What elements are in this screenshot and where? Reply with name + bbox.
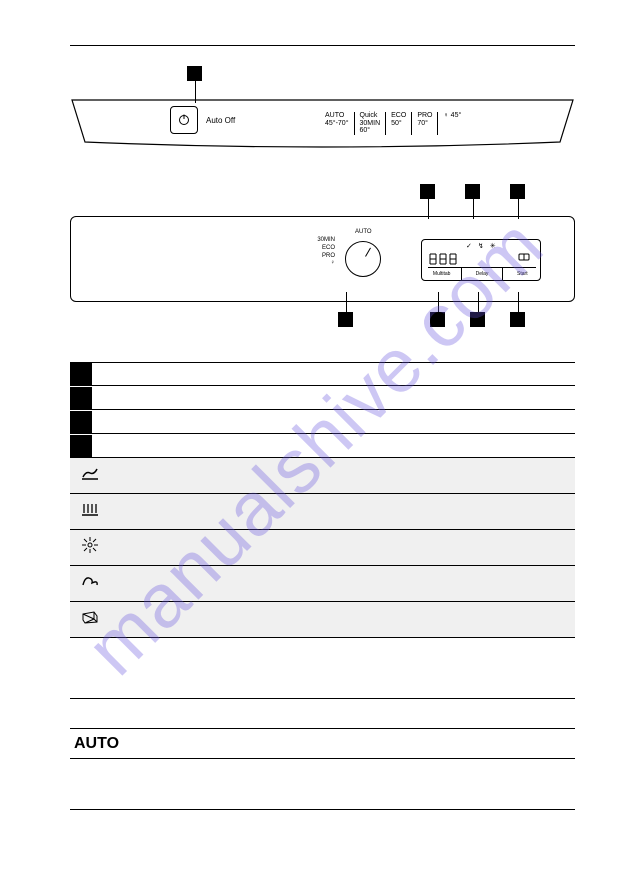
tab-icon xyxy=(70,610,110,629)
legend-row xyxy=(70,434,575,458)
legend-row xyxy=(70,362,575,386)
legend-icon-row xyxy=(70,530,575,566)
callout-marker-7 xyxy=(470,312,485,327)
dial-labels-left: 30MIN ECO PRO ♀ xyxy=(307,237,335,268)
program-dial[interactable] xyxy=(345,241,381,277)
legend-row xyxy=(70,410,575,434)
start-button[interactable]: Start xyxy=(503,268,542,280)
callout-marker-5 xyxy=(338,312,353,327)
auto-label: AUTO xyxy=(74,735,119,753)
legend-number-rows xyxy=(70,362,575,458)
prog-quick: Quick 30MIN 60° xyxy=(355,112,387,135)
legend-num-1 xyxy=(70,363,92,385)
auto-off-label: Auto Off xyxy=(206,116,235,125)
callout-marker-3 xyxy=(465,184,480,199)
callout-marker-6 xyxy=(430,312,445,327)
legend-num-4 xyxy=(70,435,92,457)
program-labels: AUTO 45°-70° Quick 30MIN 60° ECO 50° PRO… xyxy=(320,112,466,135)
top-control-panel: Auto Off AUTO 45°-70° Quick 30MIN 60° EC… xyxy=(70,66,575,156)
legend-icon-row xyxy=(70,458,575,494)
callout-marker-2 xyxy=(420,184,435,199)
callout-marker-4 xyxy=(510,184,525,199)
multitab-button[interactable]: Multitab xyxy=(422,268,462,280)
legend-num-3 xyxy=(70,411,92,433)
check-icon: ✓ xyxy=(466,242,472,250)
delay-button[interactable]: Delay xyxy=(462,268,502,280)
prog-auto: AUTO 45°-70° xyxy=(320,112,355,135)
callout-marker-8 xyxy=(510,312,525,327)
seven-segment-icon xyxy=(428,252,460,266)
legend-icon-row xyxy=(70,602,575,638)
dial-label-auto: AUTO xyxy=(355,229,372,235)
table-row xyxy=(70,758,575,810)
bolt-icon: ↯ xyxy=(478,242,484,250)
prog-pro: PRO 70° xyxy=(412,112,438,135)
legend-icon-row xyxy=(70,494,575,530)
callout-marker-1 xyxy=(187,66,202,81)
manual-page: Auto Off AUTO 45°-70° Quick 30MIN 60° EC… xyxy=(70,45,575,865)
display-buttons: Multitab Delay Start xyxy=(422,268,542,280)
program-dial-area: 30MIN ECO PRO ♀ AUTO xyxy=(307,235,402,285)
prog-eco: ECO 50° xyxy=(386,112,412,135)
drying-icon xyxy=(70,501,110,522)
legend-table xyxy=(70,362,575,638)
washing-icon xyxy=(70,465,110,486)
display-panel: ✓ ↯ ✳ xyxy=(421,239,541,281)
display-status-icons: ✓ ↯ ✳ xyxy=(466,242,496,250)
table-row xyxy=(70,698,575,728)
prog-glass: ♀ 45° xyxy=(438,112,466,135)
star-icon: ✳ xyxy=(490,242,496,250)
rinse-aid-icon xyxy=(70,536,110,559)
legend-num-2 xyxy=(70,387,92,409)
display-main xyxy=(428,250,536,268)
legend-row xyxy=(70,386,575,410)
auto-program-table: AUTO xyxy=(70,698,575,810)
table-row: AUTO xyxy=(70,728,575,758)
legend-icon-rows xyxy=(70,458,575,638)
mid-panel-area: 30MIN ECO PRO ♀ AUTO ✓ ↯ ✳ xyxy=(70,184,575,334)
salt-icon xyxy=(70,574,110,593)
panel-outline-mid: 30MIN ECO PRO ♀ AUTO ✓ ↯ ✳ xyxy=(70,216,575,302)
power-icon xyxy=(178,114,190,126)
power-button[interactable] xyxy=(170,106,198,134)
legend-icon-row xyxy=(70,566,575,602)
tab-icon-small xyxy=(518,252,532,265)
